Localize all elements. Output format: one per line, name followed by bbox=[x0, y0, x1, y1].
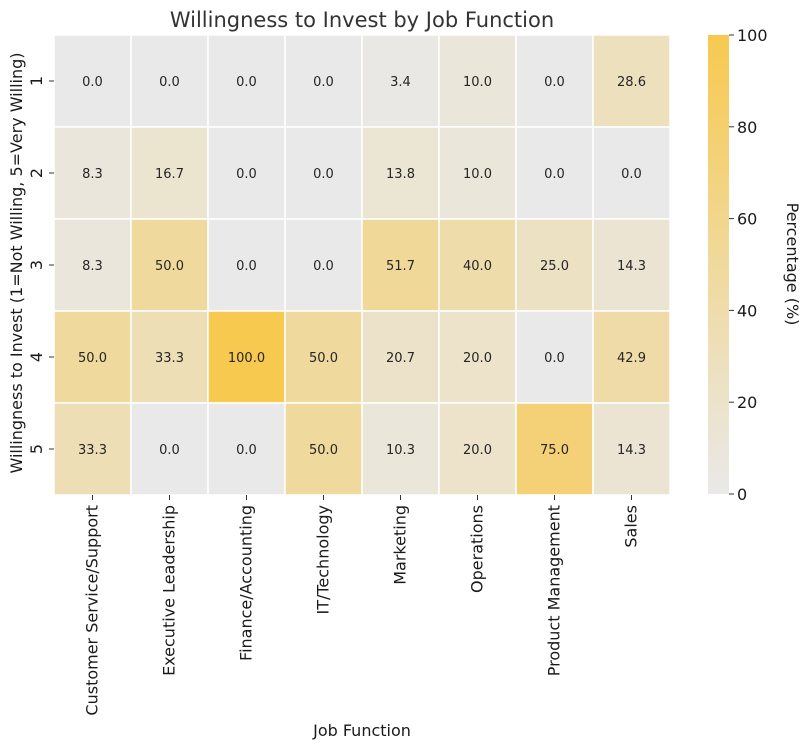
cell-value-label: 0.0 bbox=[544, 351, 565, 366]
heatmap-cell-labels: 0.0 0.0 0.0 0.0 3.4 10.0 0.0 28.6 8.3 16.7 0.0 0.0 1… bbox=[78, 75, 646, 458]
cell-value-label: 0.0 bbox=[621, 167, 642, 182]
heatmap-cells bbox=[53, 34, 671, 496]
y-axis-label: Willingness to Invest (1=Not Willing, 5=… bbox=[7, 52, 26, 473]
cell-value-label: 33.3 bbox=[155, 351, 184, 366]
heatmap-cell bbox=[515, 218, 594, 312]
colorbar-tick-label: 40 bbox=[737, 301, 757, 320]
cell-value-label: 10.0 bbox=[463, 167, 492, 182]
heatmap-cell bbox=[53, 34, 132, 128]
cell-value-label: 50.0 bbox=[78, 351, 107, 366]
heatmap-cell bbox=[438, 126, 517, 220]
x-tick-label: Marketing bbox=[391, 505, 410, 585]
cell-value-label: 0.0 bbox=[159, 75, 180, 90]
heatmap-cell bbox=[515, 310, 594, 404]
cell-value-label: 0.0 bbox=[313, 259, 334, 274]
x-tick-label: IT/Technology bbox=[314, 505, 333, 615]
x-tick-label: Product Management bbox=[545, 505, 564, 676]
heatmap-cell bbox=[592, 34, 671, 128]
y-tick-label: 5 bbox=[27, 444, 46, 454]
cell-value-label: 10.0 bbox=[463, 75, 492, 90]
x-axis-ticks: Customer Service/Support Executive Leader… bbox=[83, 495, 641, 716]
cell-value-label: 0.0 bbox=[236, 259, 257, 274]
heatmap-cell bbox=[130, 126, 209, 220]
chart-title: Willingness to Invest by Job Function bbox=[170, 8, 554, 32]
cell-value-label: 20.7 bbox=[386, 351, 415, 366]
cell-value-label: 0.0 bbox=[544, 75, 565, 90]
cell-value-label: 28.6 bbox=[617, 75, 646, 90]
heatmap-cell bbox=[361, 402, 440, 496]
heatmap-cell bbox=[592, 402, 671, 496]
cell-value-label: 0.0 bbox=[82, 75, 103, 90]
heatmap-cell bbox=[53, 310, 132, 404]
colorbar-tick-label: 100 bbox=[737, 26, 768, 45]
cell-value-label: 25.0 bbox=[540, 259, 569, 274]
cell-value-label: 40.0 bbox=[463, 259, 492, 274]
cell-value-label: 0.0 bbox=[236, 75, 257, 90]
colorbar bbox=[708, 35, 729, 494]
cell-value-label: 50.0 bbox=[309, 443, 338, 458]
colorbar-ticks: 0 20 40 60 80 100 bbox=[729, 26, 768, 504]
colorbar-tick-label: 60 bbox=[737, 210, 757, 229]
colorbar-label: Percentage (%) bbox=[783, 203, 800, 326]
heatmap-cell bbox=[438, 218, 517, 312]
cell-value-label: 33.3 bbox=[78, 443, 107, 458]
cell-value-label: 8.3 bbox=[82, 167, 103, 182]
cell-value-label: 0.0 bbox=[313, 75, 334, 90]
cell-value-label: 50.0 bbox=[155, 259, 184, 274]
cell-value-label: 14.3 bbox=[617, 259, 646, 274]
cell-value-label: 14.3 bbox=[617, 443, 646, 458]
y-tick-label: 2 bbox=[27, 168, 46, 178]
cell-value-label: 0.0 bbox=[159, 443, 180, 458]
cell-value-label: 42.9 bbox=[617, 351, 646, 366]
colorbar-tick-label: 80 bbox=[737, 118, 757, 137]
heatmap-cell bbox=[207, 34, 286, 128]
heatmap-cell bbox=[438, 34, 517, 128]
heatmap-cell bbox=[284, 126, 363, 220]
cell-value-label: 3.4 bbox=[390, 75, 411, 90]
y-axis-ticks: 1 2 3 4 5 bbox=[27, 76, 54, 454]
y-tick-label: 1 bbox=[27, 76, 46, 86]
cell-value-label: 51.7 bbox=[386, 259, 415, 274]
colorbar-tick-label: 20 bbox=[737, 393, 757, 412]
cell-value-label: 75.0 bbox=[540, 443, 569, 458]
y-tick-label: 3 bbox=[27, 260, 46, 270]
cell-value-label: 16.7 bbox=[155, 167, 184, 182]
cell-value-label: 0.0 bbox=[313, 167, 334, 182]
x-tick-label: Sales bbox=[622, 505, 641, 548]
cell-value-label: 100.0 bbox=[228, 351, 265, 366]
x-axis-label: Job Function bbox=[312, 721, 411, 740]
heatmap-cell bbox=[207, 218, 286, 312]
heatmap-cell bbox=[284, 310, 363, 404]
heatmap-cell bbox=[515, 402, 594, 496]
heatmap-cell bbox=[361, 218, 440, 312]
cell-value-label: 0.0 bbox=[236, 443, 257, 458]
cell-value-label: 8.3 bbox=[82, 259, 103, 274]
y-tick-label: 4 bbox=[27, 352, 46, 362]
x-tick-label: Finance/Accounting bbox=[237, 505, 256, 661]
cell-value-label: 20.0 bbox=[463, 351, 492, 366]
x-tick-label: Operations bbox=[468, 505, 487, 593]
heatmap-cell bbox=[207, 310, 286, 404]
cell-value-label: 0.0 bbox=[236, 167, 257, 182]
heatmap-cell bbox=[130, 218, 209, 312]
cell-value-label: 20.0 bbox=[463, 443, 492, 458]
heatmap-cell bbox=[130, 34, 209, 128]
heatmap-cell bbox=[284, 218, 363, 312]
cell-value-label: 10.3 bbox=[386, 443, 415, 458]
x-tick-label: Executive Leadership bbox=[160, 505, 179, 676]
x-tick-label: Customer Service/Support bbox=[83, 505, 102, 716]
heatmap-cell bbox=[592, 126, 671, 220]
cell-value-label: 0.0 bbox=[544, 167, 565, 182]
heatmap-cell bbox=[361, 310, 440, 404]
cell-value-label: 13.8 bbox=[386, 167, 415, 182]
colorbar-tick-label: 0 bbox=[737, 485, 747, 504]
heatmap-cell bbox=[284, 402, 363, 496]
heatmap-cell bbox=[592, 218, 671, 312]
cell-value-label: 50.0 bbox=[309, 351, 338, 366]
